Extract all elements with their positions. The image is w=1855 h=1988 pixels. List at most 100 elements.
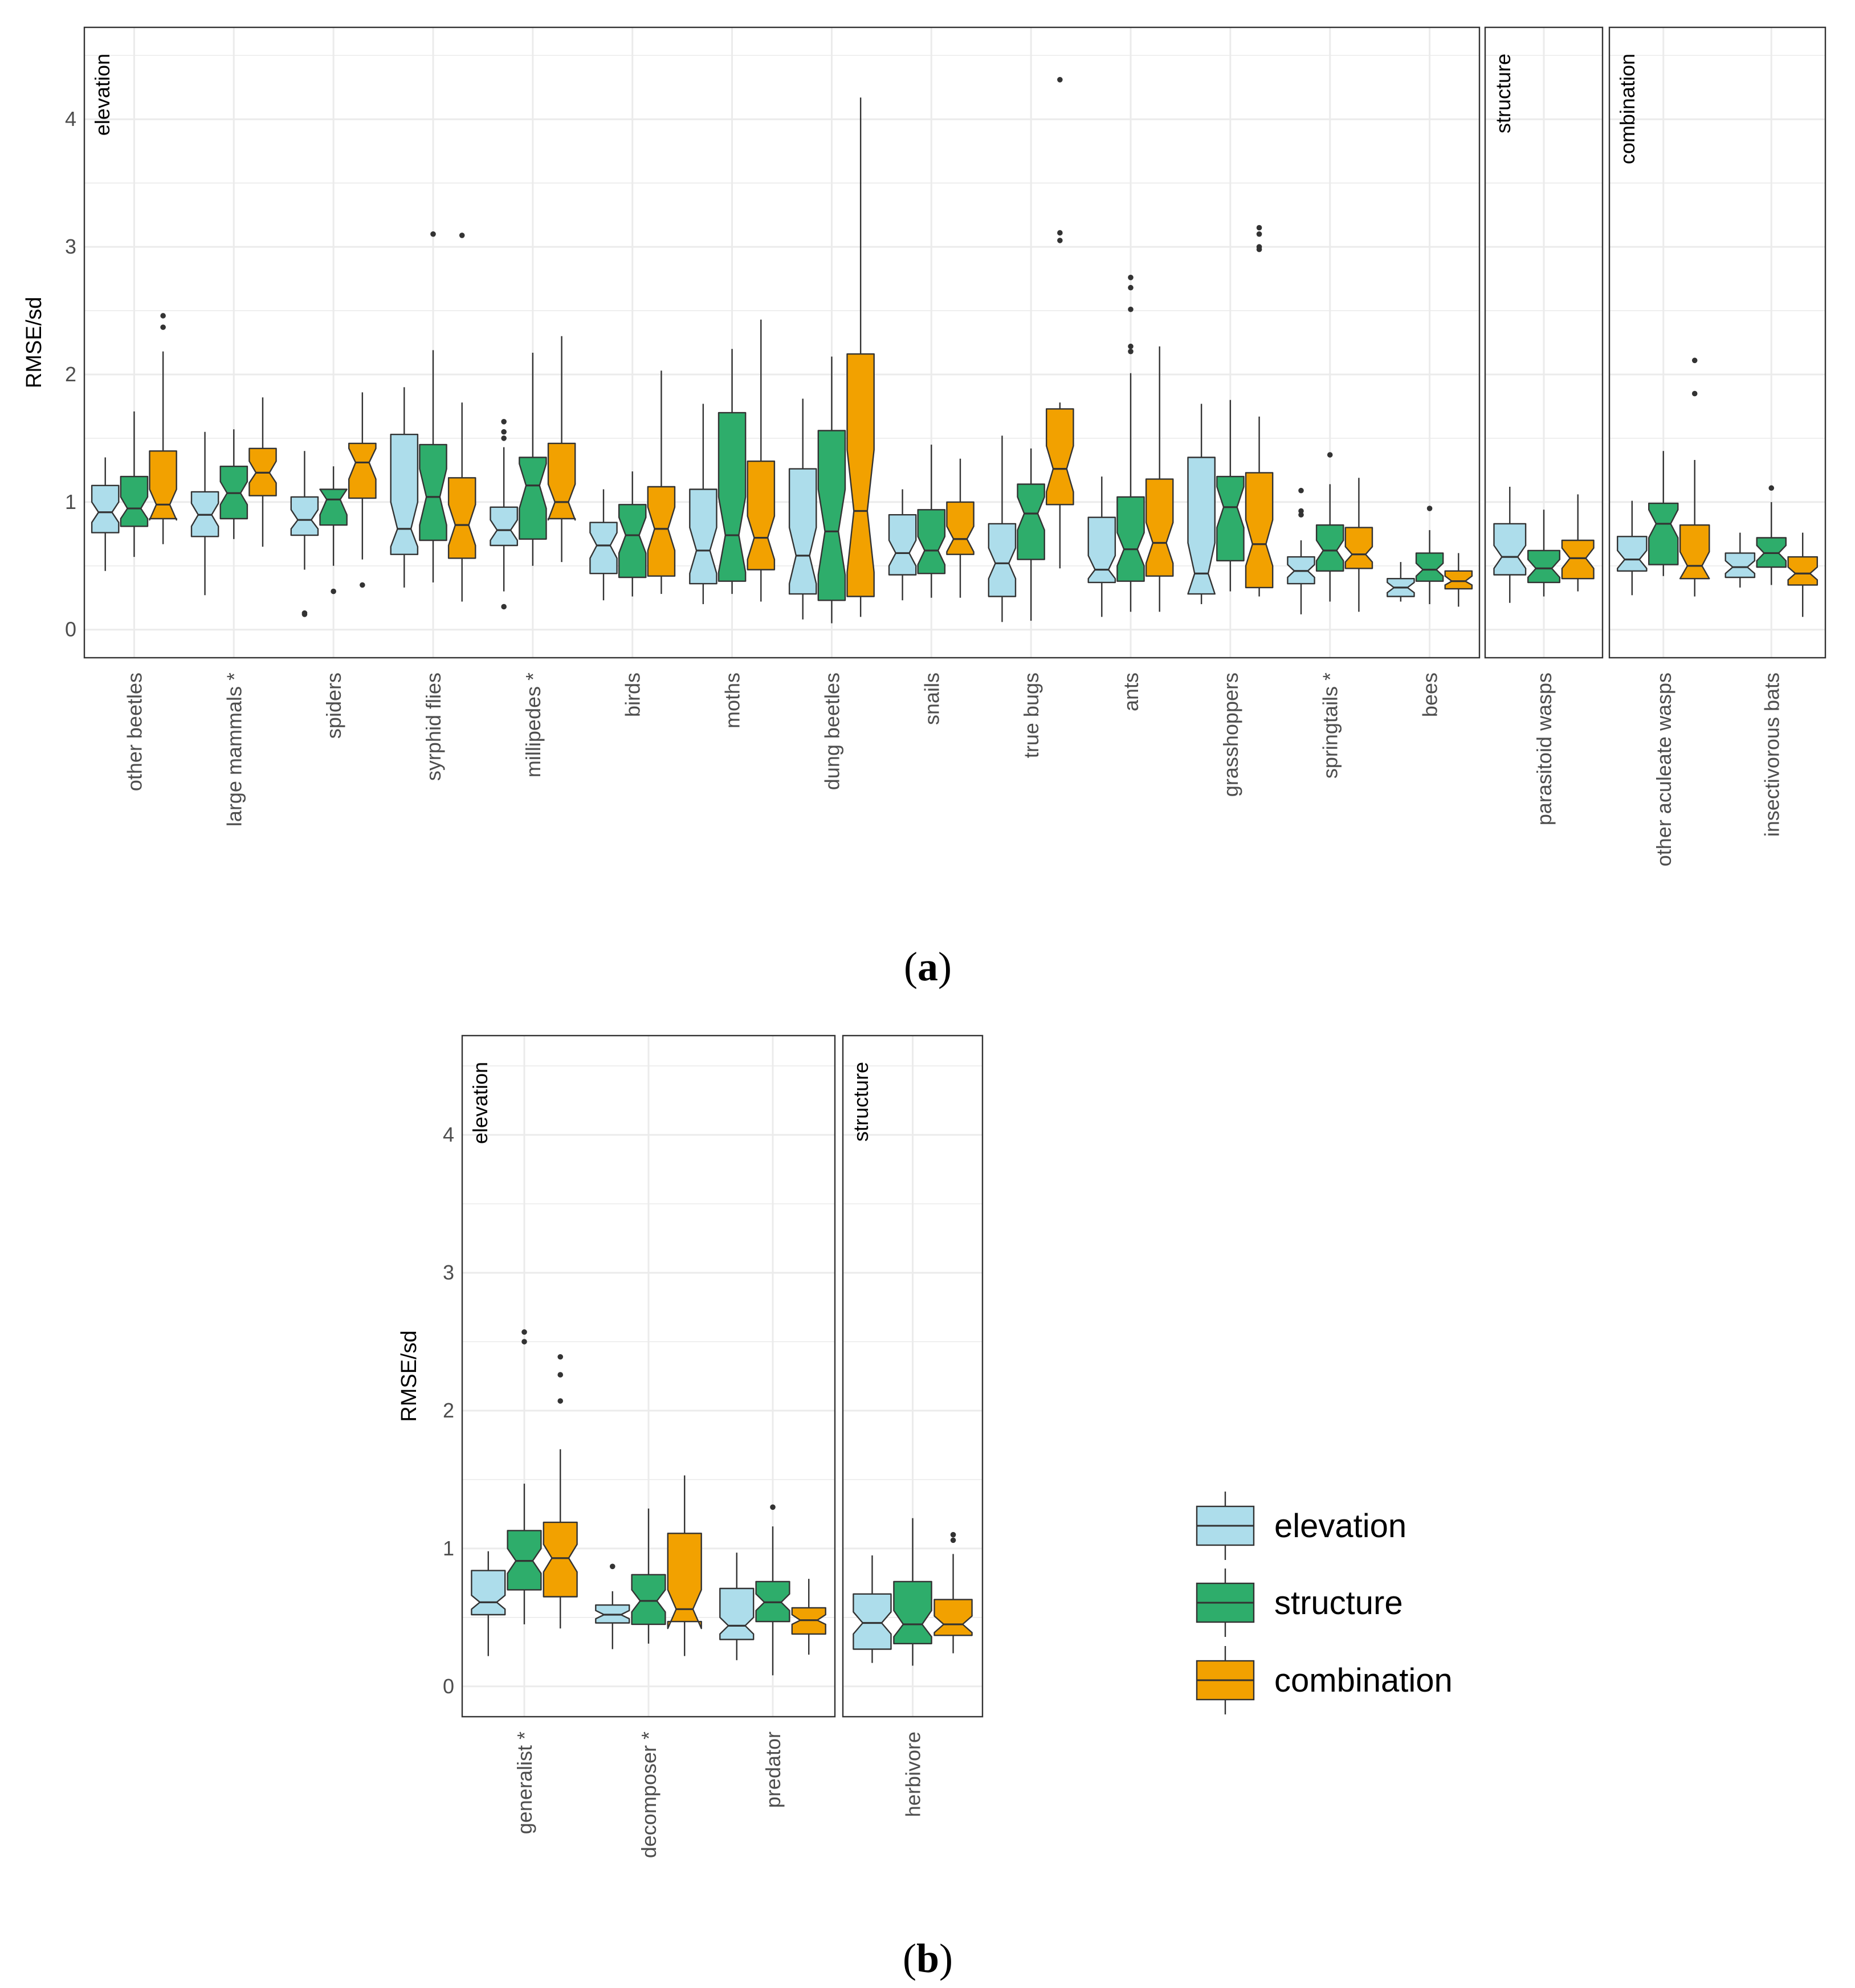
outlier-point [430,231,436,237]
box-structure [893,1580,932,1645]
y-axis-label: RMSE/sd [397,1330,421,1421]
box-structure [1415,552,1444,582]
y-tick-label: 3 [443,1261,454,1284]
outlier-point [301,612,308,617]
outlier-point [950,1531,956,1538]
box-combination [1444,570,1473,590]
outlier-point [160,313,166,319]
outlier-point [770,1504,776,1510]
outlier-point [1128,284,1134,291]
category-label: syrphid flies [422,673,445,781]
caption-open-paren: ( [904,944,918,989]
box-combination [543,1521,578,1598]
box-elevation [719,1587,755,1640]
caption-letter: a [918,944,938,989]
y-axis-label: RMSE/sd [22,297,46,388]
category-label: parasitoid wasps [1532,673,1556,825]
category-group [1724,485,1819,617]
category-group [595,1475,702,1656]
y-tick-label: 0 [65,618,76,641]
category-group [689,319,776,604]
legend-label: structure [1274,1584,1403,1622]
box-combination [547,442,576,521]
legend-label: combination [1274,1662,1453,1699]
outlier-point [1691,357,1698,364]
category-label: other beetles [123,673,146,791]
outlier-point [521,1329,527,1335]
category-group [290,392,377,617]
box-combination [1344,527,1373,569]
box-combination [747,461,776,571]
outlier-point [459,233,465,238]
box-structure [1315,524,1344,572]
box-combination [1679,524,1710,580]
panel-structure: parasitoid wasps structure [1484,26,1604,825]
category-label: birds [621,673,645,717]
category-group [1387,506,1473,607]
box-structure [1216,475,1245,561]
panel-border [842,1034,984,1718]
outlier-point [557,1354,564,1360]
strip-label: elevation [468,1062,492,1144]
category-label: generalist * [513,1732,536,1834]
outlier-point [501,604,507,610]
outlier-point [557,1398,564,1404]
box-elevation [471,1570,506,1616]
panel-border [461,1034,836,1718]
box-combination [1245,472,1274,589]
box-combination [1145,478,1174,577]
category-group [888,445,975,601]
panel-border [1484,26,1604,659]
outlier-point [1057,76,1063,83]
category-label: true bugs [1020,673,1043,758]
box-elevation [1724,552,1756,579]
category-group [490,336,576,610]
box-structure [1017,483,1045,560]
strip-label: elevation [91,54,114,136]
box-elevation [1493,523,1527,576]
box-elevation [490,506,518,547]
box-elevation [589,522,618,575]
chart-a: RMSE/sd 0 1 2 3 4 other beetles large mammals *… [22,26,1827,989]
category-group [1616,357,1710,597]
category-group [788,97,875,624]
box-elevation [888,514,917,576]
box-elevation [853,1593,892,1650]
legend-item-combination: combination [1196,1646,1453,1714]
box-elevation [1187,457,1216,595]
strip-label: structure [1491,54,1515,133]
legend: elevation structure combination [1196,1492,1453,1714]
chart-b: RMSE/sd 0 1 2 3 4 generalist * decomposer * pred… [397,1034,984,1981]
box-combination [1045,408,1074,506]
category-group [988,76,1074,622]
caption-close-paren: ) [939,1936,953,1981]
box-structure [1648,502,1679,565]
y-tick-label: 0 [443,1675,454,1698]
box-combination [149,450,177,521]
category-group [390,231,476,602]
caption: (a) [904,944,952,989]
category-group [589,370,676,601]
category-group [719,1504,826,1676]
category-label: millipedes * [521,673,545,777]
outlier-point [1128,275,1134,280]
strip-label: combination [1616,54,1639,164]
box-elevation [689,488,717,585]
caption-close-paren: ) [938,944,952,989]
caption-letter: b [916,1936,939,1981]
category-label: ants [1119,673,1143,711]
box-combination [1561,539,1595,580]
outlier-point [160,324,166,330]
box-combination [1787,556,1819,586]
category-label: herbivore [902,1732,925,1817]
box-structure [319,488,348,526]
outlier-point [501,435,507,441]
panel-elevation: other beetles large mammals * spiders syrph… [83,26,1481,826]
box-combination [348,442,377,499]
outlier-point [1128,343,1134,349]
outlier-point [950,1537,956,1543]
category-label: predator [761,1732,785,1808]
box-elevation [290,496,319,536]
panel-elevation: generalist * decomposer * predator elevatio… [461,1034,836,1858]
